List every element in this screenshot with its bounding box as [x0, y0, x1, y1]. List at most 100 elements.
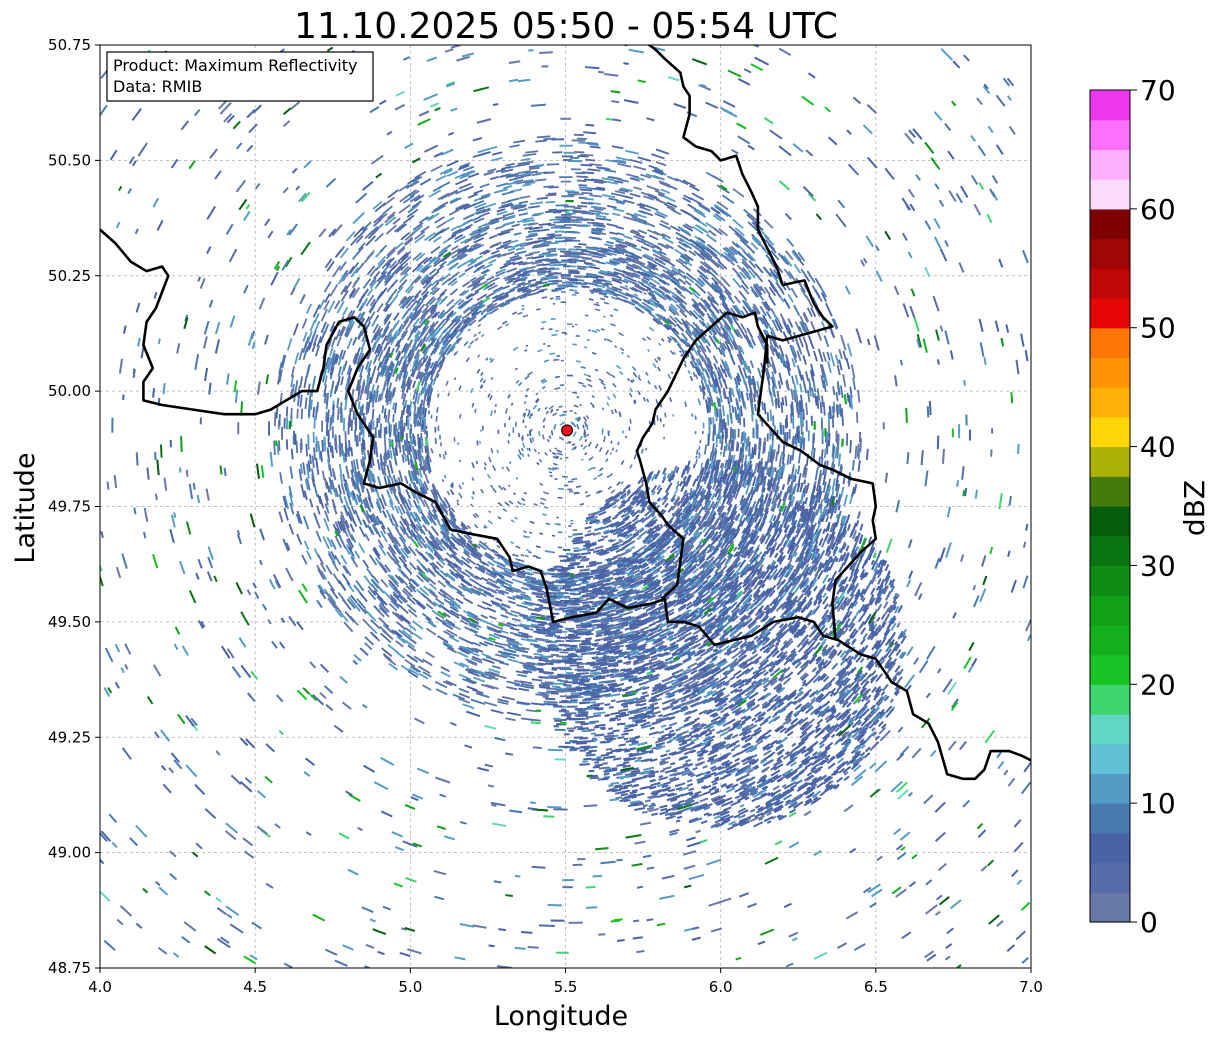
echo-cell	[373, 409, 374, 420]
echo-cell	[529, 532, 532, 533]
echo-cell	[837, 404, 838, 417]
echo-cell	[586, 523, 588, 524]
echo-cell	[534, 669, 544, 670]
echo-cell	[612, 448, 613, 451]
echo-cell	[577, 280, 584, 281]
echo-cell	[529, 552, 532, 553]
echo-cell	[825, 448, 826, 458]
echo-cell	[762, 402, 763, 411]
echo-cell	[604, 339, 606, 340]
echo-cell	[382, 405, 383, 413]
echo-cell	[316, 409, 317, 420]
echo-cell	[414, 402, 415, 405]
echo-cell	[512, 403, 513, 405]
echo-cell	[577, 206, 587, 207]
echo-cell	[495, 410, 496, 413]
echo-cell	[574, 257, 583, 258]
echo-cell	[538, 274, 546, 275]
echo-cell	[535, 141, 547, 142]
echo-cell	[806, 403, 807, 415]
echo-cell	[590, 147, 601, 148]
echo-cell	[391, 450, 392, 459]
echo-cell	[477, 441, 478, 446]
echo-cell	[460, 460, 461, 462]
echo-cell	[414, 406, 415, 416]
plot-title: 11.10.2025 05:50 - 05:54 UTC	[294, 6, 838, 47]
echo-cell	[732, 406, 733, 413]
echo-cell	[713, 417, 714, 428]
echo-cell	[770, 410, 771, 421]
echo-cell	[489, 511, 491, 513]
echo-cell	[583, 425, 584, 429]
echo-cell	[455, 378, 456, 380]
echo-cell	[842, 408, 843, 418]
echo-cell	[278, 444, 279, 455]
echo-cell	[799, 402, 800, 415]
echo-cell	[475, 409, 476, 413]
echo-cell	[337, 398, 338, 408]
echo-cell	[545, 682, 554, 683]
echo-cell	[696, 456, 697, 459]
echo-cell	[438, 394, 439, 398]
echo-cell	[575, 260, 585, 261]
echo-cell	[577, 139, 587, 140]
echo-cell	[297, 441, 298, 453]
echo-cell	[665, 413, 666, 418]
echo-cell	[508, 440, 509, 443]
echo-cell	[773, 416, 774, 427]
echo-cell	[333, 404, 334, 415]
echo-cell	[544, 172, 555, 173]
echo-cell	[582, 193, 593, 194]
echo-cell	[396, 446, 397, 456]
echo-cell	[576, 486, 581, 487]
echo-cell	[401, 417, 402, 426]
echo-cell	[351, 447, 352, 456]
echo-cell	[363, 413, 364, 422]
echo-cell	[611, 453, 612, 455]
echo-cell	[728, 414, 729, 425]
echo-cell	[406, 416, 407, 426]
echo-cell	[544, 425, 545, 428]
echo-cell	[752, 414, 753, 421]
echo-cell	[516, 422, 517, 427]
echo-cell	[703, 396, 704, 399]
echo-cell	[552, 335, 558, 336]
echo-cell	[708, 435, 709, 446]
echo-cell	[717, 408, 718, 418]
echo-cell	[362, 404, 363, 415]
echo-cell	[349, 440, 350, 451]
echo-cell	[536, 546, 541, 547]
echo-cell	[611, 441, 612, 444]
echo-cell	[560, 458, 562, 459]
echo-cell	[587, 425, 588, 430]
echo-cell	[316, 444, 317, 453]
echo-cell	[717, 434, 718, 444]
echo-cell	[697, 450, 698, 455]
echo-cell	[726, 443, 727, 451]
echo-cell	[622, 352, 624, 353]
echo-cell	[602, 536, 604, 537]
echo-cell	[563, 412, 567, 413]
echo-cell	[445, 451, 446, 455]
echo-cell	[361, 459, 362, 467]
echo-cell	[561, 415, 566, 416]
echo-cell	[526, 409, 527, 411]
echo-cell	[604, 316, 606, 317]
echo-cell	[522, 448, 523, 451]
echo-cell	[576, 361, 581, 362]
echo-cell	[595, 517, 597, 518]
echo-cell	[346, 442, 347, 455]
echo-cell	[554, 425, 555, 428]
echo-cell	[330, 442, 331, 452]
echo-cell	[556, 409, 559, 410]
echo-cell	[440, 454, 441, 457]
echo-cell	[521, 555, 524, 556]
echo-cell	[610, 315, 613, 316]
echo-cell	[530, 431, 531, 437]
echo-cell	[596, 330, 600, 331]
echo-cell	[713, 443, 714, 453]
echo-cell	[555, 288, 564, 289]
echo-cell	[521, 309, 524, 310]
echo-cell	[695, 415, 696, 420]
echo-cell	[546, 202, 556, 203]
